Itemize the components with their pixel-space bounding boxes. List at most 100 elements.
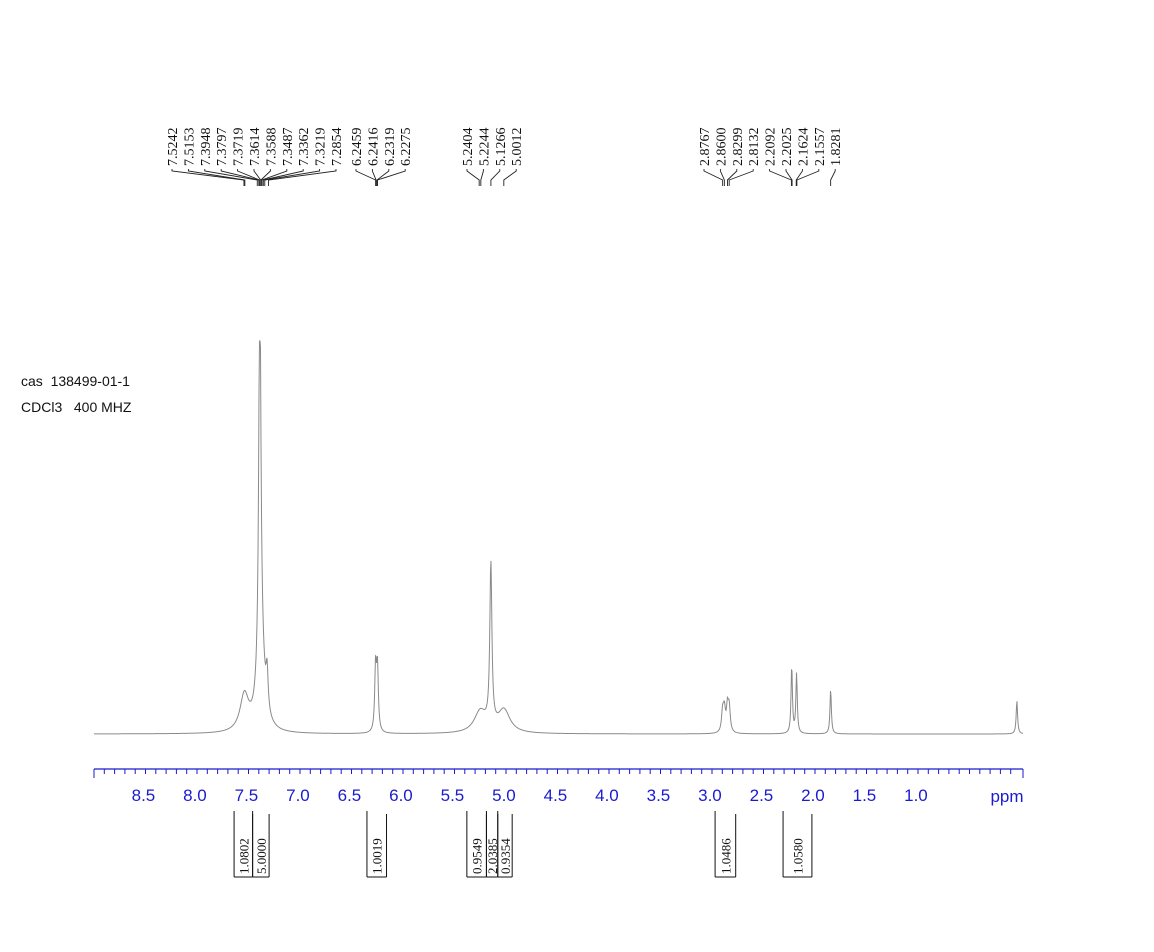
peak-shift-label: 5.2404 [461, 128, 476, 167]
x-tick-label: 2.5 [750, 786, 774, 805]
x-axis-unit-label: ppm [990, 787, 1023, 806]
peak-shift-label: 5.0012 [510, 128, 525, 167]
sample-solvent-label: CDCl3 400 MHZ [21, 399, 132, 415]
x-tick-label: 5.5 [441, 786, 465, 805]
peak-label-group: 5.2404 5.2244 5.1266 5.0012 [461, 127, 525, 186]
spectrum-peak [244, 697, 245, 698]
integral-value-label: 1.0802 [236, 838, 251, 874]
spectrum-peak [791, 666, 792, 667]
integral-value-label: 1.0486 [718, 838, 733, 874]
peak-label-connector [727, 169, 738, 186]
x-tick-label: 3.5 [647, 786, 671, 805]
peak-label-connector [371, 169, 377, 186]
integral-region: 0.9549 [466, 811, 487, 878]
peak-shift-label: 7.5153 [182, 128, 197, 167]
peak-shift-label: 7.3588 [264, 128, 279, 167]
peak-label-connector [204, 169, 258, 186]
integral-value-label: 1.0019 [370, 838, 385, 874]
integral-region: 5.0000 [252, 811, 270, 878]
peak-label-connector [795, 169, 803, 186]
peak-label-group: 6.2459 6.2416 6.2319 6.2275 [350, 128, 414, 186]
peak-shift-label: 2.2092 [764, 128, 779, 167]
peak-shift-label: 7.3362 [297, 128, 312, 167]
peak-label-connector [237, 169, 261, 186]
peak-shift-label: 7.3487 [281, 128, 296, 167]
peak-label-connector [260, 169, 271, 186]
peak-shift-label: 2.8299 [731, 128, 746, 167]
peak-shift-label: 7.3797 [215, 127, 230, 166]
x-tick-label: 7.0 [286, 786, 310, 805]
peak-label-connector [503, 169, 517, 186]
peak-shift-label: 5.1266 [494, 128, 509, 167]
peak-label-connector [480, 169, 484, 186]
integral-region: 1.0019 [366, 811, 388, 878]
peak-shift-label: 7.5242 [166, 128, 181, 167]
peak-shift-label: 2.1624 [796, 128, 811, 167]
peak-label-connector [187, 169, 246, 186]
peak-label-connector [490, 169, 501, 186]
peak-shift-label: 7.3614 [248, 128, 263, 167]
integral-value-label: 1.0580 [790, 838, 805, 874]
peak-shift-label: 7.2854 [330, 128, 345, 167]
peak-label-connector [261, 169, 288, 186]
x-tick-label: 7.5 [235, 786, 259, 805]
x-tick-label: 1.0 [904, 786, 928, 805]
peak-shift-label: 1.8281 [829, 128, 844, 167]
peak-shift-label: 7.3719 [232, 128, 247, 167]
peak-shift-label: 7.3219 [314, 128, 329, 167]
integral-value-label: 5.0000 [254, 838, 269, 874]
x-tick-label: 2.0 [801, 786, 825, 805]
peak-label-group: 2.8767 2.8600 2.8299 2.8132 2.2092 2.2025 2.16… [698, 128, 844, 186]
x-tick-label: 6.0 [389, 786, 413, 805]
peak-label-connector [769, 169, 792, 186]
peak-label-connector [796, 169, 820, 186]
x-axis: 8.5 8.0 7.5 7.0 6.5 6.0 5.5 5.0 4.5 4.0 3.5 3.0 2.5 2… [93, 768, 1024, 806]
integral-region: 1.0802 [233, 811, 254, 878]
spectrum-trace [94, 340, 1024, 735]
x-tick-label: 4.0 [595, 786, 619, 805]
peak-shift-label: 6.2459 [350, 128, 365, 167]
spectrum-peak [830, 689, 831, 690]
x-tick-label: 8.5 [132, 786, 156, 805]
x-tick-label: 5.0 [492, 786, 516, 805]
integral-region: 1.0580 [782, 811, 813, 878]
peak-label-connector [728, 169, 754, 186]
peak-label-group: 7.5242 7.5153 7.3948 7.3797 7.3719 7.3614 7.35… [166, 127, 345, 186]
spectrum-peak [260, 655, 261, 656]
peak-shift-label: 6.2275 [399, 128, 414, 167]
peak-shift-label: 6.2416 [366, 128, 381, 167]
peak-shift-label: 5.2244 [477, 127, 492, 166]
x-tick-label: 4.5 [544, 786, 568, 805]
peak-label-connector [171, 169, 245, 186]
spectrum-peak [727, 709, 728, 710]
x-tick-label: 1.5 [853, 786, 877, 805]
integral-value-label: 0.9549 [470, 838, 485, 874]
peak-shift-label: 6.2319 [383, 128, 398, 167]
peak-label-connector [264, 169, 321, 186]
peak-shift-label: 2.8767 [698, 128, 713, 167]
spectrum-peak [503, 711, 504, 712]
peak-shift-label: 2.8600 [714, 128, 729, 167]
peak-label-connector [220, 169, 260, 186]
spectrum-peaks [244, 341, 1018, 715]
sample-cas-label: cas 138499-01-1 [21, 373, 130, 389]
peak-label-connector [703, 169, 724, 186]
peak-label-connector [830, 169, 836, 186]
spectrum-peak [480, 712, 481, 713]
peak-shift-label: 2.8132 [747, 128, 762, 167]
peak-label-connector [268, 169, 337, 186]
spectrum-peak [267, 695, 268, 696]
peak-label-connector [262, 169, 304, 186]
integral-value-label: 2.0385 [485, 838, 500, 874]
x-tick-label: 8.0 [183, 786, 207, 805]
peak-label-connector [377, 169, 406, 186]
spectrum-peak [1016, 700, 1017, 701]
peak-label-connector [376, 169, 390, 186]
integral-value-label: 0.9354 [498, 838, 513, 874]
spectrum-peak [724, 712, 725, 713]
peak-shift-label: 7.3948 [199, 128, 214, 167]
x-tick-label: 6.5 [338, 786, 362, 805]
peak-label-connector [719, 169, 725, 186]
